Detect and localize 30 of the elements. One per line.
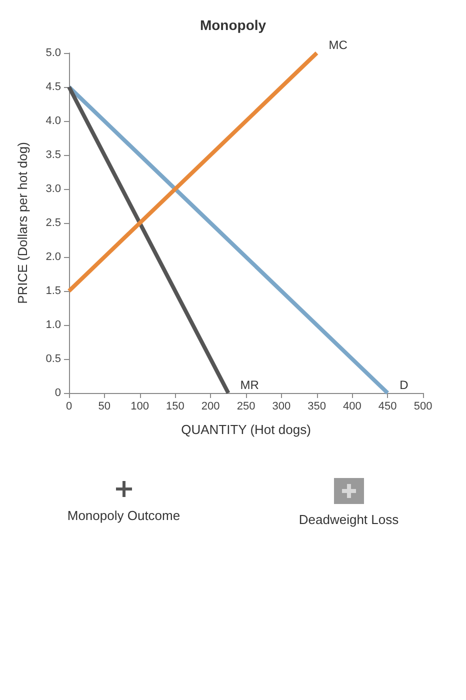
x-tick-label: 300 [272, 400, 291, 412]
series-label: MC [328, 38, 348, 52]
x-tick-label: 350 [308, 400, 326, 412]
text: Deadweight Loss [298, 512, 399, 527]
y-tick-label: 1.5 [46, 285, 61, 297]
x-tick-label: 150 [166, 400, 184, 412]
y-axis-title: PRICE (Dollars per hot dog) [15, 142, 30, 304]
y-tick-label: 4.0 [46, 115, 61, 127]
x-tick-label: 100 [130, 400, 149, 412]
y-tick-label: 0.5 [46, 353, 61, 365]
x-axis-title: QUANTITY (Hot dogs) [181, 422, 311, 437]
x-tick-label: 500 [414, 400, 432, 412]
x-tick-label: 400 [343, 400, 362, 412]
x-tick-label: 50 [98, 400, 111, 412]
x-tick-label: 200 [201, 400, 220, 412]
series-label: D [400, 378, 409, 392]
series-label: MR [240, 378, 260, 392]
chart-title: Monopoly [200, 17, 266, 33]
y-tick-label: 3.0 [46, 183, 61, 195]
y-tick-label: 4.5 [46, 81, 61, 93]
y-tick-label: 1.0 [46, 319, 61, 331]
y-tick-label: 3.5 [46, 149, 61, 161]
y-tick-label: 5.0 [46, 47, 61, 59]
y-tick-label: 2.0 [46, 251, 61, 263]
x-tick-label: 450 [378, 400, 397, 412]
y-tick-label: 2.5 [46, 217, 61, 229]
text: Monopoly Outcome [67, 508, 180, 523]
x-tick-label: 0 [66, 400, 72, 412]
y-tick-label: 0 [54, 387, 61, 399]
x-tick-label: 250 [236, 400, 256, 412]
